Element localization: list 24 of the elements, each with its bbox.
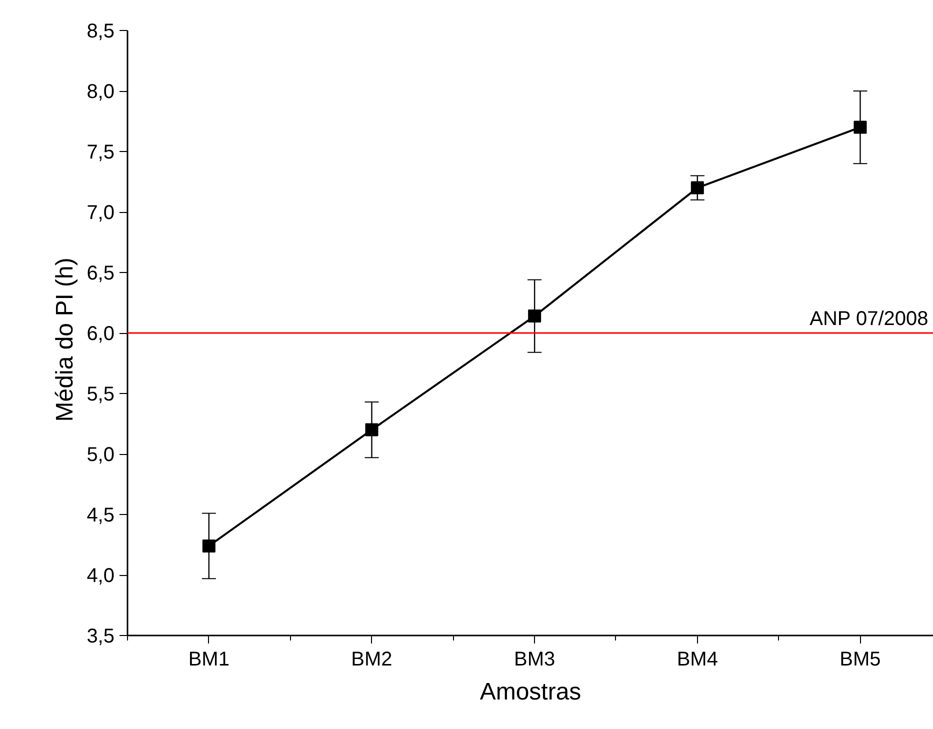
y-tick-label: 7,5: [86, 142, 115, 164]
point: [690, 181, 704, 194]
x-tick-label: BM5: [840, 648, 881, 670]
point: [854, 120, 867, 134]
x-tick-label: BM1: [188, 648, 230, 670]
y-tick-label: 6,0: [86, 323, 115, 345]
y-tick-label: 4,5: [86, 504, 115, 526]
y-tick-label: 5,0: [86, 444, 115, 466]
y-tick-label: 7,0: [86, 202, 115, 224]
x-tick-label: BM2: [351, 648, 392, 670]
y-tick-label: 8,0: [86, 81, 115, 103]
x-tick-label: BM4: [676, 648, 718, 670]
ref-line-label: ANP 07/2008: [810, 308, 928, 330]
point: [202, 539, 216, 552]
y-tick-label: 8,5: [86, 20, 115, 42]
x-tick-label: BM3: [514, 648, 556, 670]
y-tick-label: 5,5: [86, 384, 115, 406]
y-tick-label: 4,0: [86, 565, 115, 587]
y-axis-title: Média do PI (h): [52, 258, 79, 422]
point: [528, 310, 542, 323]
x-axis-title: Amostras: [480, 678, 582, 706]
y-tick-label: 6,5: [86, 262, 115, 284]
y-tick-label: 3,5: [86, 626, 115, 648]
point: [365, 423, 378, 436]
